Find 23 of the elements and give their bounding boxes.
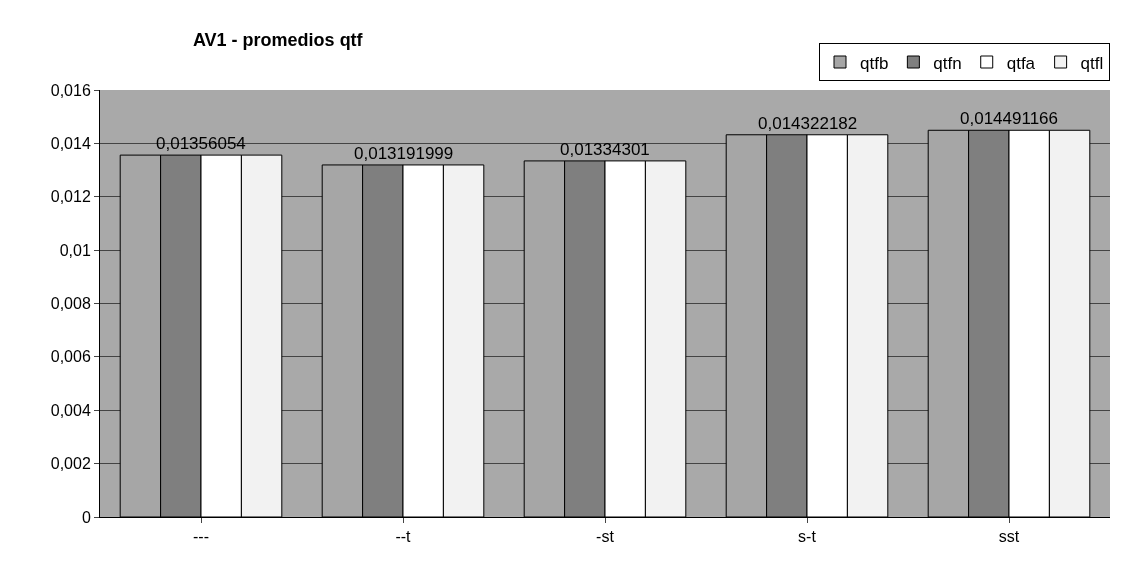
x-tick-label: sst [998, 528, 1020, 546]
annotation: 0,013191999 [354, 144, 454, 163]
annotation: 0,014322182 [758, 114, 858, 133]
legend-label: qtfn [933, 53, 962, 73]
y-tick-label: 0 [81, 508, 91, 526]
annotation: 0,01334301 [560, 140, 650, 159]
y-tick-label: 0,006 [50, 348, 91, 366]
legend-label: qtfl [1080, 53, 1104, 73]
y-tick-label: 0,008 [50, 295, 91, 313]
y-tick-label: 0,012 [50, 188, 91, 206]
y-tick-label: 0,002 [50, 455, 91, 473]
x-tick-label: -st [596, 528, 615, 546]
y-tick-label: 0,004 [50, 401, 91, 419]
y-tick-label: 0,016 [50, 81, 91, 99]
annotation: 0,014491166 [960, 109, 1059, 128]
legend-label: qtfa [1006, 53, 1036, 73]
x-tick-label: s-t [798, 528, 817, 546]
legend-label: qtfb [860, 53, 889, 73]
x-tick-label: --t [395, 528, 412, 546]
y-tick-label: 0,014 [50, 134, 91, 152]
x-tick-label: --- [193, 528, 209, 546]
chart-title: AV1 - promedios qtf [192, 29, 364, 50]
y-tick-label: 0,01 [59, 241, 91, 259]
